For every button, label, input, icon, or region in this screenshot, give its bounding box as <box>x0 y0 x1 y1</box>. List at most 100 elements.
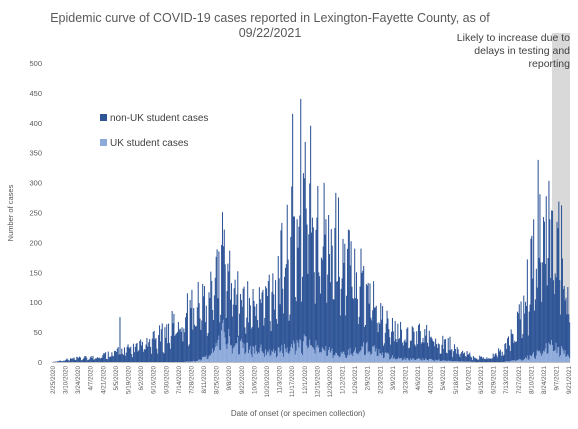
bar-day <box>192 330 193 362</box>
bar-uk <box>194 361 195 362</box>
bar-day <box>253 301 254 362</box>
bar-non-uk <box>557 228 558 347</box>
bar-non-uk <box>117 349 118 362</box>
bar-uk <box>251 354 252 362</box>
bar-uk <box>447 361 448 362</box>
bar-uk <box>530 355 531 362</box>
y-tick-label: 300 <box>29 179 42 188</box>
bar-day <box>190 308 191 362</box>
bar-non-uk <box>151 354 152 362</box>
bar-non-uk <box>301 302 302 353</box>
bar-non-uk <box>156 349 157 362</box>
bar-non-uk <box>343 263 344 352</box>
bar-day <box>327 275 328 362</box>
bar-non-uk <box>432 341 433 360</box>
bar-uk <box>527 356 528 362</box>
bar-uk <box>218 336 219 362</box>
bar-uk <box>545 349 546 362</box>
bar-day <box>457 347 458 362</box>
bar-day <box>300 99 301 362</box>
bar-uk <box>367 342 368 362</box>
bar-day <box>139 341 140 362</box>
bar-non-uk <box>543 217 544 351</box>
bar-day <box>340 316 341 362</box>
bar-non-uk <box>213 320 214 353</box>
bar-day <box>99 358 100 362</box>
bar-non-uk <box>385 333 386 353</box>
bar-day <box>146 338 147 362</box>
bar-non-uk <box>484 359 485 362</box>
x-tick-label: 9/7/2021 <box>554 366 561 391</box>
bar-uk <box>453 361 454 362</box>
bar-day <box>178 322 179 362</box>
bar-day <box>424 329 425 362</box>
bar-day <box>396 342 397 362</box>
bar-non-uk <box>57 361 58 362</box>
bar-non-uk <box>178 322 179 362</box>
bar-day <box>270 321 271 362</box>
bar-uk <box>297 340 298 362</box>
bar-day <box>468 354 469 362</box>
bar-uk <box>559 357 560 362</box>
bar-uk <box>370 355 371 362</box>
bar-uk <box>308 347 309 362</box>
bar-day <box>406 329 407 362</box>
bar-non-uk <box>390 345 391 360</box>
bar-uk <box>528 360 529 362</box>
bar-day <box>316 218 317 362</box>
bar-day <box>260 299 261 362</box>
bar-uk <box>190 361 191 362</box>
bar-uk <box>409 361 410 362</box>
bar-non-uk <box>373 281 374 346</box>
bar-non-uk <box>521 338 522 361</box>
bar-non-uk <box>220 315 221 351</box>
bar-day <box>325 219 326 362</box>
bar-non-uk <box>176 333 177 362</box>
bar-non-uk <box>458 349 459 361</box>
bar-day <box>88 360 89 362</box>
bar-non-uk <box>486 357 487 362</box>
bar-non-uk <box>128 347 129 362</box>
bar-uk <box>430 359 431 362</box>
bar-uk <box>515 361 516 362</box>
bar-non-uk <box>449 350 450 361</box>
bar-day <box>418 325 419 362</box>
bar-non-uk <box>387 311 388 354</box>
bar-day <box>298 248 299 362</box>
bar-day <box>84 356 85 362</box>
bar-uk <box>458 361 459 362</box>
bar-non-uk <box>483 357 484 362</box>
bar-uk <box>416 359 417 362</box>
bar-day <box>410 341 411 362</box>
bar-day <box>279 278 280 362</box>
bar-uk <box>238 355 239 362</box>
bar-uk <box>306 337 307 362</box>
bar-non-uk <box>282 289 283 354</box>
bar-uk <box>412 360 413 362</box>
bar-day <box>536 269 537 362</box>
bar-uk <box>241 339 242 362</box>
bar-non-uk <box>89 359 90 362</box>
bar-non-uk <box>401 330 402 359</box>
bar-uk <box>421 360 422 362</box>
bar-day <box>353 299 354 362</box>
bar-day <box>447 353 448 362</box>
bar-uk <box>399 359 400 362</box>
bar-day <box>133 344 134 362</box>
x-tick-label: 8/25/2020 <box>214 366 221 395</box>
bar-day <box>479 356 480 362</box>
bar-day <box>72 358 73 362</box>
bar-non-uk <box>533 219 534 352</box>
x-tick-label: 12/29/2020 <box>327 366 334 398</box>
bar-day <box>485 359 486 362</box>
bar-day <box>336 282 337 362</box>
bar-day <box>332 246 333 362</box>
bar-non-uk <box>324 235 325 352</box>
bar-day <box>400 322 401 362</box>
bar-uk <box>349 355 350 362</box>
bar-non-uk <box>534 311 535 358</box>
bar-day <box>564 286 565 362</box>
bar-non-uk <box>71 359 72 362</box>
bar-day <box>476 359 477 362</box>
bar-uk <box>363 342 364 362</box>
